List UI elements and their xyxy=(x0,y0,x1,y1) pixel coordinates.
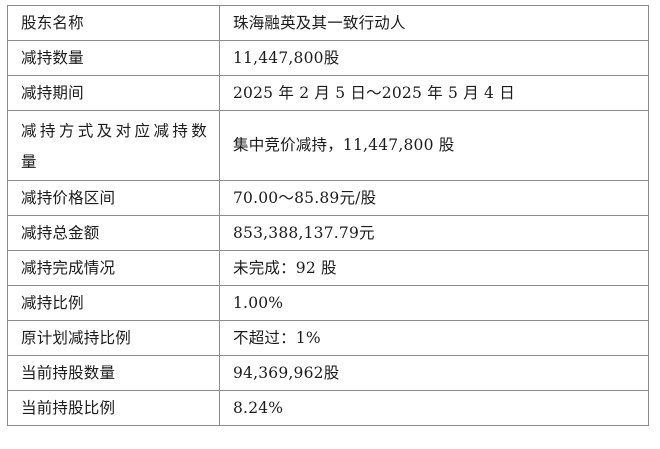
table-row: 减持完成情况 未完成：92 股 xyxy=(7,250,649,286)
row-label-planned-ratio: 原计划减持比例 xyxy=(7,320,220,356)
table-row: 减持总金额 853,388,137.79元 xyxy=(7,215,649,251)
row-label-current-holding-ratio: 当前持股比例 xyxy=(7,390,220,426)
row-value-current-holding-ratio: 8.24% xyxy=(219,390,649,426)
row-value-completion-status: 未完成：92 股 xyxy=(219,250,649,286)
row-value-planned-ratio: 不超过：1% xyxy=(219,320,649,356)
shareholder-reduction-table: 股东名称 珠海融英及其一致行动人 减持数量 11,447,800股 减持期间 2… xyxy=(7,5,649,426)
table-row: 股东名称 珠海融英及其一致行动人 xyxy=(7,5,649,41)
row-value-reduction-method: 集中竞价减持，11,447,800 股 xyxy=(219,110,649,181)
row-label-shareholder-name: 股东名称 xyxy=(7,5,220,41)
table-row: 减持价格区间 70.00～85.89元/股 xyxy=(7,180,649,216)
row-label-reduction-method-text: 减持方式及对应减持数 量 xyxy=(21,116,207,176)
label-line-1: 减持方式及对应减持数 xyxy=(21,122,207,141)
row-value-current-holding-quantity: 94,369,962股 xyxy=(219,355,649,391)
row-value-shareholder-name: 珠海融英及其一致行动人 xyxy=(219,5,649,41)
row-label-reduction-method: 减持方式及对应减持数 量 xyxy=(7,110,220,181)
row-value-reduction-ratio: 1.00% xyxy=(219,285,649,321)
row-label-completion-status: 减持完成情况 xyxy=(7,250,220,286)
table-row: 减持比例 1.00% xyxy=(7,285,649,321)
row-label-reduction-period: 减持期间 xyxy=(7,75,220,111)
row-value-reduction-quantity: 11,447,800股 xyxy=(219,40,649,76)
row-value-reduction-period: 2025 年 2 月 5 日～2025 年 5 月 4 日 xyxy=(219,75,649,111)
table-row: 当前持股数量 94,369,962股 xyxy=(7,355,649,391)
table-row: 当前持股比例 8.24% xyxy=(7,390,649,426)
row-label-price-range: 减持价格区间 xyxy=(7,180,220,216)
table-row: 减持期间 2025 年 2 月 5 日～2025 年 5 月 4 日 xyxy=(7,75,649,111)
table-row: 原计划减持比例 不超过：1% xyxy=(7,320,649,356)
label-line-2: 量 xyxy=(21,152,37,171)
row-value-price-range: 70.00～85.89元/股 xyxy=(219,180,649,216)
table-row: 减持数量 11,447,800股 xyxy=(7,40,649,76)
row-label-total-amount: 减持总金额 xyxy=(7,215,220,251)
row-value-total-amount: 853,388,137.79元 xyxy=(219,215,649,251)
table-body: 股东名称 珠海融英及其一致行动人 减持数量 11,447,800股 减持期间 2… xyxy=(7,5,649,426)
row-label-current-holding-quantity: 当前持股数量 xyxy=(7,355,220,391)
row-label-reduction-ratio: 减持比例 xyxy=(7,285,220,321)
row-label-reduction-quantity: 减持数量 xyxy=(7,40,220,76)
table-row: 减持方式及对应减持数 量 集中竞价减持，11,447,800 股 xyxy=(7,110,649,181)
